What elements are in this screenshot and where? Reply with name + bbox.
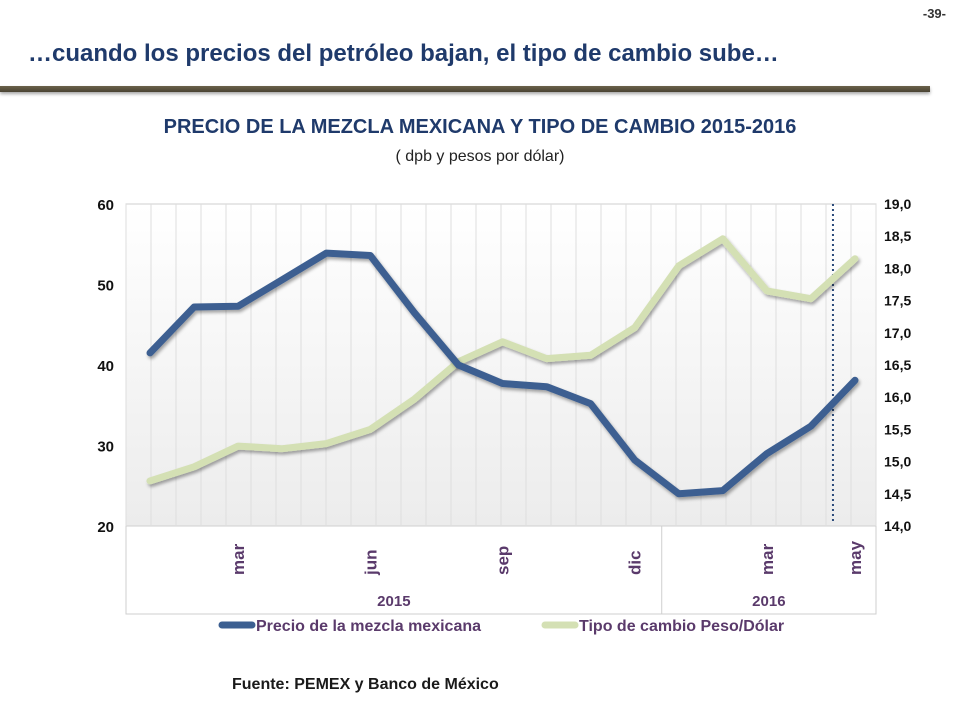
header-divider [0,86,930,92]
left-axis-tick-label: 60 [97,197,114,214]
page-number: -39- [922,6,946,21]
right-axis-tick-label: 19,0 [884,196,911,212]
right-axis-tick-label: 18,0 [884,260,911,276]
month-tick-label: mar [758,543,777,575]
legend-label: Tipo de cambio Peso/Dólar [579,618,784,635]
right-axis-tick-label: 18,5 [884,228,911,244]
left-axis-tick-label: 30 [97,439,114,456]
right-axis-tick-label: 15,5 [884,421,911,437]
month-tick-label: mar [229,543,248,575]
right-axis-tick-label: 14,0 [884,518,911,534]
right-axis-tick-label: 15,0 [884,454,911,470]
left-axis-tick-label: 40 [97,358,114,375]
source-note: Fuente: PEMEX y Banco de México [232,676,499,693]
right-axis-tick-label: 14,5 [884,486,911,502]
month-tick-label: may [846,540,865,575]
slide-headline: …cuando los precios del petróleo bajan, … [28,40,779,67]
month-tick-label: dic [626,550,645,575]
legend-label: Precio de la mezcla mexicana [256,618,481,635]
right-axis-tick-label: 17,5 [884,293,911,309]
right-axis-tick-label: 16,5 [884,357,911,373]
left-axis-tick-label: 50 [97,278,114,295]
right-axis-tick-label: 17,0 [884,325,911,341]
year-label: 2016 [752,593,785,610]
chart-title: PRECIO DE LA MEZCLA MEXICANA Y TIPO DE C… [163,116,797,138]
chart-subtitle: ( dpb y pesos por dólar) [395,148,565,165]
right-axis-tick-label: 16,0 [884,389,911,405]
month-tick-label: sep [494,546,513,575]
left-axis-tick-label: 20 [97,519,114,536]
month-tick-label: jun [361,550,380,577]
year-label: 2015 [377,593,410,610]
